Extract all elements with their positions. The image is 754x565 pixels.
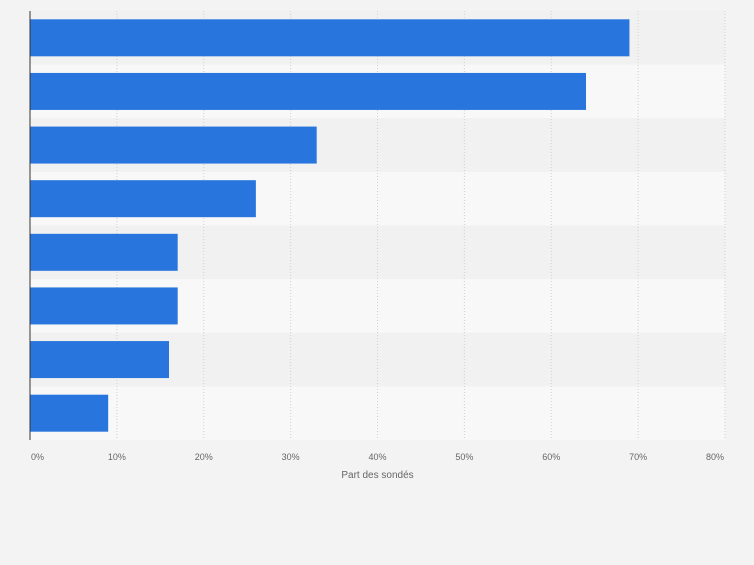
x-tick-labels: 0% 10% 20% 30% 40% 50% 60% 70% 80% bbox=[31, 452, 724, 462]
bar bbox=[30, 72, 586, 110]
bar bbox=[30, 341, 169, 379]
x-tick-label: 0% bbox=[31, 452, 44, 462]
x-tick-label: 70% bbox=[629, 452, 647, 462]
bar bbox=[30, 19, 630, 57]
x-tick-label: 40% bbox=[368, 452, 386, 462]
x-axis-label: Part des sondés bbox=[341, 470, 413, 481]
x-tick-label: 50% bbox=[455, 452, 473, 462]
bar bbox=[30, 394, 109, 432]
x-tick-label: 20% bbox=[195, 452, 213, 462]
x-tick-label: 80% bbox=[706, 452, 724, 462]
bar bbox=[30, 233, 178, 271]
x-tick-label: 10% bbox=[108, 452, 126, 462]
bar bbox=[30, 126, 317, 164]
bar bbox=[30, 287, 178, 325]
x-tick-label: 60% bbox=[542, 452, 560, 462]
bar bbox=[30, 180, 256, 218]
x-tick-label: 30% bbox=[282, 452, 300, 462]
bars bbox=[30, 19, 630, 432]
